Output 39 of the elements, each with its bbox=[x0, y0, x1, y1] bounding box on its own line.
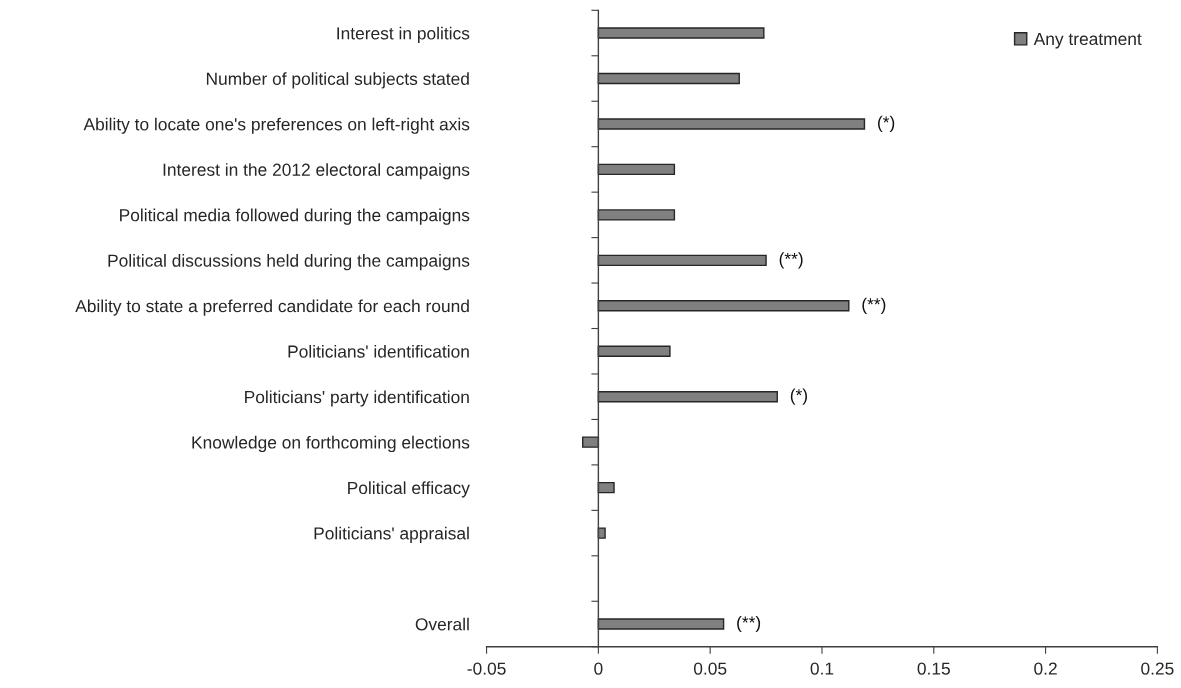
x-tick-label: 0.2 bbox=[1034, 662, 1057, 675]
y-tick-label: Politicians' identification bbox=[288, 344, 469, 358]
bar bbox=[597, 163, 676, 176]
y-tick-label: Knowledge on forthcoming elections bbox=[192, 435, 470, 453]
x-tick-label: 0.05 bbox=[693, 662, 727, 675]
y-tick-label: Political discussions held during the campaigns bbox=[108, 254, 470, 271]
y-tick-label: Ability to locate one's preferences on left-right axis bbox=[83, 117, 470, 134]
annotation: (*) bbox=[790, 388, 807, 405]
bar bbox=[597, 118, 866, 130]
bar bbox=[597, 391, 778, 403]
bar bbox=[597, 618, 725, 630]
y-tick-label: Interest in the 2012 electoral campaigns bbox=[163, 163, 470, 180]
y-tick-label: Political efficacy bbox=[348, 481, 470, 498]
bar bbox=[597, 300, 850, 312]
x-tick-label: 0.1 bbox=[810, 662, 834, 675]
y-tick-label: Overall bbox=[415, 617, 469, 631]
bar bbox=[597, 345, 671, 357]
y-tick-label: Political media followed during the campaigns bbox=[120, 208, 470, 225]
x-tick-label: 0 bbox=[594, 662, 603, 675]
annotation: (**) bbox=[737, 615, 761, 633]
annotation: (**) bbox=[779, 252, 803, 269]
bar bbox=[597, 209, 676, 221]
x-tick-label: 0.15 bbox=[917, 662, 950, 675]
bar bbox=[597, 72, 740, 85]
y-tick-label: Politicians' appraisal bbox=[314, 526, 469, 543]
bar bbox=[597, 481, 615, 494]
bar bbox=[582, 436, 600, 448]
bar bbox=[597, 254, 767, 267]
y-tick-label: Politicians' party identification bbox=[245, 390, 469, 407]
annotation: (*) bbox=[878, 115, 895, 133]
bar bbox=[597, 527, 606, 539]
x-tick-label: -0.05 bbox=[467, 662, 506, 675]
legend-label: Any treatment bbox=[1033, 32, 1142, 49]
y-tick-label: Number of political subjects stated bbox=[206, 72, 469, 89]
y-tick-label: Ability to state a preferred candidate for each round bbox=[75, 299, 469, 316]
y-tick-label: Interest in politics bbox=[337, 26, 470, 43]
annotation: (**) bbox=[862, 297, 886, 314]
bar bbox=[597, 27, 765, 39]
x-tick-label: 0.25 bbox=[1141, 662, 1174, 675]
